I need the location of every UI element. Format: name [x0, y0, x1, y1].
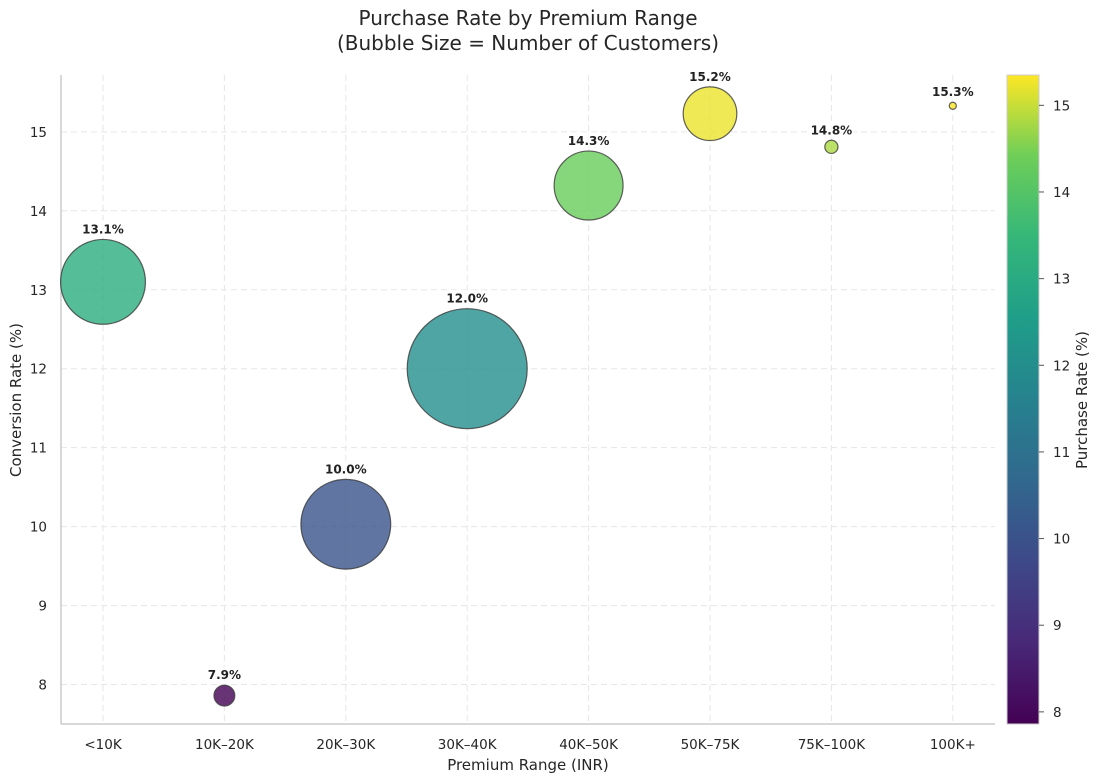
data-label: 13.1% [82, 222, 124, 236]
x-tick-label: 100K+ [930, 737, 976, 753]
data-label-background [688, 67, 732, 85]
y-tick-label: 9 [38, 599, 47, 615]
y-tick-label: 11 [30, 441, 47, 457]
data-label: 14.8% [811, 123, 853, 137]
bubble [948, 101, 957, 110]
bubble [553, 150, 624, 221]
x-tick-label: 30K–40K [438, 737, 498, 753]
y-tick-label: 8 [38, 678, 47, 694]
data-label: 10.0% [325, 462, 367, 476]
data-label-background [81, 220, 125, 238]
y-tick-label: 14 [30, 204, 47, 220]
colorbar-tick-label: 14 [1053, 185, 1070, 201]
colorbar-tick-label: 11 [1053, 445, 1070, 461]
data-label-background [809, 121, 854, 139]
y-tick-label: 13 [30, 283, 47, 299]
data-label: 7.9% [208, 668, 241, 682]
y-tick-label: 12 [30, 362, 47, 378]
x-tick-label: 20K–30K [316, 737, 376, 753]
x-tick-label: 10K–20K [195, 737, 255, 753]
data-label-background [566, 132, 611, 150]
bubble [300, 478, 392, 570]
colorbar-tick-label: 12 [1053, 358, 1070, 374]
grid [61, 75, 995, 724]
colorbar-tick-label: 9 [1053, 618, 1062, 634]
y-ticks: 8 9 10 11 12 13 14 15 [30, 125, 47, 694]
data-label-background [930, 83, 975, 101]
x-axis-label: Premium Range (INR) [447, 756, 609, 774]
data-label: 12.0% [446, 292, 488, 306]
bubble [824, 139, 839, 155]
colorbar [1006, 74, 1040, 725]
data-label-background [323, 460, 368, 478]
data-label: 14.3% [568, 134, 610, 148]
x-tick-label: 40K–50K [559, 737, 619, 753]
colorbar-tick-label: 10 [1053, 532, 1070, 548]
colorbar-tick-label: 15 [1053, 98, 1070, 114]
bubble [213, 684, 236, 707]
x-tick-label: <10K [84, 737, 122, 753]
y-tick-label: 10 [30, 520, 47, 536]
bubble [406, 308, 528, 430]
data-label-background [206, 666, 243, 684]
data-labels: 13.1% 7.9% 10.0% 12.0% 14.3% 15.2% 14.8% 15.3% [81, 67, 975, 684]
x-ticks: <10K 10K–20K 20K–30K 30K–40K 40K–50K 50K–75K 7… [84, 737, 975, 753]
data-label-background [445, 289, 490, 307]
colorbar-tick-label: 8 [1053, 705, 1062, 721]
y-tick-label: 15 [30, 125, 47, 141]
bubble [59, 238, 147, 325]
colorbar-tick-label: 13 [1053, 272, 1070, 288]
chart-title: Purchase Rate by Premium Range [358, 6, 697, 30]
y-axis-label: Conversion Rate (%) [7, 323, 25, 477]
colorbar-ticks: 8 9 10 11 12 13 14 15 [1039, 98, 1070, 721]
x-tick-label: 50K–75K [681, 737, 741, 753]
bubble [682, 86, 738, 142]
data-label: 15.3% [932, 85, 974, 99]
colorbar-label: Purchase Rate (%) [1073, 331, 1091, 469]
data-label: 15.2% [689, 70, 731, 84]
bubbles [59, 86, 957, 707]
chart-subtitle: (Bubble Size = Number of Customers) [337, 31, 719, 55]
x-tick-label: 75K–100K [798, 737, 867, 753]
